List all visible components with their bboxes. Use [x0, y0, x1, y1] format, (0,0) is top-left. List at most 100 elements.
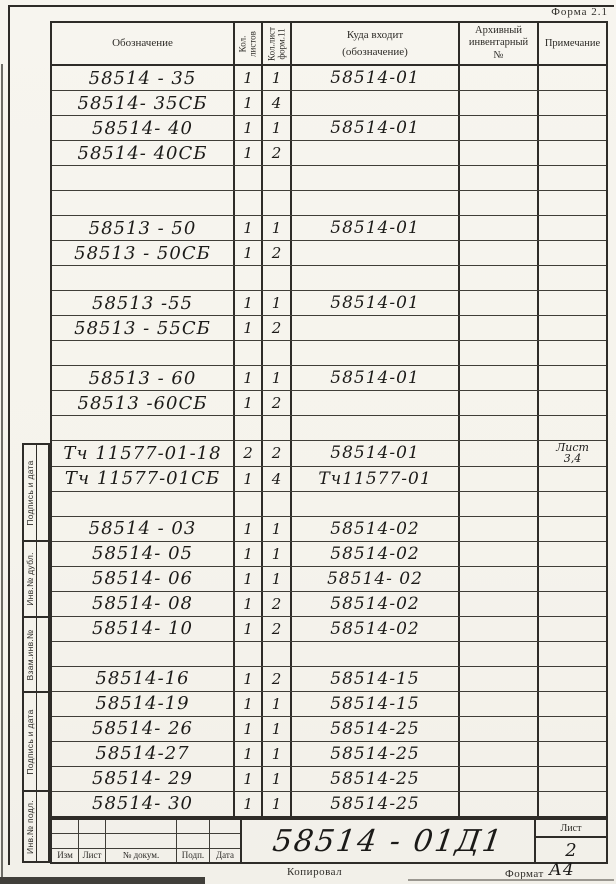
parent-cell: 58514-01	[292, 216, 460, 241]
sheet-count-cell	[235, 191, 263, 216]
sheet-format-value: 1	[271, 744, 282, 763]
parent-cell: 58514-02	[292, 516, 460, 541]
side-strip-blank-col	[37, 618, 48, 691]
parent-cell	[292, 141, 460, 166]
side-strip-blank-col	[37, 542, 48, 616]
label-data: Дата	[216, 850, 234, 861]
parent-value: 58514-01	[330, 218, 420, 239]
sheet-count-cell	[235, 491, 263, 516]
note-cell	[539, 116, 606, 140]
sheet-count-cell	[235, 416, 263, 441]
sheet-count-header-label: Кол. листов	[237, 30, 258, 57]
archive-cell	[460, 766, 539, 791]
designation-cell	[52, 491, 235, 516]
table-row: 58514-16 1 2 58514-15	[52, 665, 606, 691]
sheet-format-cell: 1	[263, 716, 292, 741]
archive-cell	[460, 591, 539, 616]
designation-value: 58514-27	[95, 743, 190, 765]
designation-value: 58514- 40СБ	[77, 142, 208, 164]
table-row: 58513 -60СБ 1 2	[52, 390, 606, 416]
sheet-format-cell: 1	[263, 791, 292, 816]
table-row: 58514- 40СБ 1 2	[52, 140, 606, 166]
table-body: 58514 - 35 1 1 58514-01	[52, 66, 606, 816]
note-cell	[539, 617, 606, 641]
sheet-format-value: 2	[271, 394, 282, 413]
archive-cell	[460, 666, 539, 691]
designation-cell	[52, 416, 235, 441]
side-strip-label-col: Подпись и дата	[24, 445, 37, 540]
sheet-count-value: 1	[243, 394, 253, 413]
archive-cell	[460, 566, 539, 591]
sheet-count-value: 1	[243, 144, 253, 163]
table-row	[52, 265, 606, 291]
parent-header-line2: (обозначение)	[342, 45, 408, 58]
sheet-format-value: 1	[271, 694, 282, 713]
note-cell	[539, 166, 606, 190]
sheet-format-cell: 1	[263, 541, 292, 566]
sheet-format-value: 2	[271, 144, 282, 163]
parent-cell	[292, 191, 460, 216]
note-header-label: Примечание	[544, 37, 601, 49]
parent-header-line1: Куда входит	[346, 29, 404, 41]
sheet-count-cell: 1	[235, 241, 263, 266]
table-row	[52, 165, 606, 191]
designation-cell: 58514-27	[52, 741, 235, 766]
sheet-count-cell	[235, 166, 263, 191]
designation-cell	[52, 191, 235, 216]
sheet-format-cell: 2	[263, 616, 292, 641]
sheet-format-cell: 1	[263, 66, 292, 91]
sheet-count-value: 1	[243, 769, 253, 788]
parent-cell: 58514-01	[292, 366, 460, 391]
archive-cell	[460, 166, 539, 191]
note-cell	[539, 717, 606, 741]
designation-header-label: Обозначение	[112, 37, 173, 50]
label-n-dokum: № докум.	[106, 848, 177, 862]
sheet-format-value: 1	[271, 519, 282, 538]
sheet-count-cell: 1	[235, 366, 263, 391]
note-cell	[539, 467, 606, 491]
table-row: 58514 - 03 1 1 58514-02	[52, 515, 606, 541]
table-row: 58514- 30 1 1 58514-25	[52, 790, 606, 816]
archive-cell	[460, 66, 539, 91]
sheet-number: 2	[565, 839, 577, 861]
revision-grid-cell	[210, 834, 240, 847]
sheet-format-cell: 4	[263, 466, 292, 491]
revision-grid-cell	[79, 834, 106, 848]
document-number-cell: 58514 - 01Д1	[242, 820, 534, 862]
designation-value: 58514- 35СБ	[77, 92, 208, 114]
designation-cell: 58514-16	[52, 666, 235, 691]
sheet-count-cell: 1	[235, 466, 263, 491]
designation-cell: 58513 - 60	[52, 366, 235, 391]
label-podp: Подп.	[177, 848, 210, 862]
sheet-count-value: 1	[243, 669, 253, 688]
parent-cell: 58514-25	[292, 716, 460, 741]
designation-value: 58513 - 60	[88, 367, 197, 389]
revision-grid-cell	[52, 834, 79, 848]
archive-cell	[460, 491, 539, 516]
archive-cell	[460, 441, 539, 466]
archive-cell	[460, 741, 539, 766]
designation-cell: 58514- 10	[52, 616, 235, 641]
designation-value: 58513 -60СБ	[77, 392, 208, 414]
revision-grid-cell	[79, 820, 106, 834]
side-strip-blank-col	[37, 792, 48, 861]
table-row	[52, 190, 606, 216]
table-row: Тч 11577-01СБ 1 4 Тч11577-01	[52, 465, 606, 491]
parent-cell	[292, 641, 460, 666]
scan-edge-artifact	[1, 64, 3, 884]
sheet-count-value: 1	[243, 244, 253, 263]
sheet-format-cell	[263, 491, 292, 516]
sheet-format-cell: 2	[263, 316, 292, 341]
side-strip-label: Взам.инв.№	[25, 629, 35, 680]
sheet-count-value: 1	[243, 69, 253, 88]
sheet-count-value: 1	[243, 294, 253, 313]
side-strip-section-sign-date-2: Подпись и дата	[24, 691, 48, 790]
designation-cell: 58513 - 55СБ	[52, 316, 235, 341]
archive-cell	[460, 116, 539, 141]
sheet-format-cell	[263, 166, 292, 191]
archive-cell	[460, 141, 539, 166]
sheet-count-value: 1	[243, 569, 253, 588]
sheet-count-cell: 1	[235, 116, 263, 141]
archive-cell	[460, 541, 539, 566]
